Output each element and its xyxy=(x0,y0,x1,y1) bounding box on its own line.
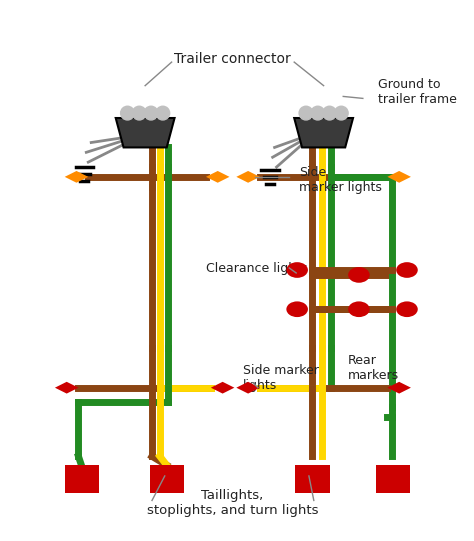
Circle shape xyxy=(299,106,313,120)
FancyBboxPatch shape xyxy=(375,465,410,493)
Ellipse shape xyxy=(348,301,370,317)
Text: Trailer connector: Trailer connector xyxy=(174,52,291,66)
Ellipse shape xyxy=(396,301,418,317)
Ellipse shape xyxy=(348,267,370,283)
FancyBboxPatch shape xyxy=(295,465,329,493)
Polygon shape xyxy=(55,382,79,393)
Polygon shape xyxy=(211,382,234,393)
Polygon shape xyxy=(116,118,174,148)
Polygon shape xyxy=(387,171,411,183)
Ellipse shape xyxy=(396,262,418,278)
Polygon shape xyxy=(206,171,229,183)
Polygon shape xyxy=(237,382,260,393)
FancyBboxPatch shape xyxy=(150,465,184,493)
Circle shape xyxy=(156,106,170,120)
Text: Taillights,
stoplights, and turn lights: Taillights, stoplights, and turn lights xyxy=(146,490,318,517)
Polygon shape xyxy=(387,382,411,393)
Text: Ground to
trailer frame: Ground to trailer frame xyxy=(378,77,456,105)
Text: Rear
markers: Rear markers xyxy=(348,354,399,382)
Circle shape xyxy=(323,106,337,120)
Circle shape xyxy=(335,106,348,120)
Text: Clearance lights: Clearance lights xyxy=(206,261,308,274)
FancyBboxPatch shape xyxy=(65,465,99,493)
Text: Side marker
lights: Side marker lights xyxy=(243,364,319,392)
Polygon shape xyxy=(294,118,353,148)
Circle shape xyxy=(120,106,134,120)
Circle shape xyxy=(144,106,158,120)
Text: Side
marker lights: Side marker lights xyxy=(299,166,382,194)
Circle shape xyxy=(311,106,325,120)
Polygon shape xyxy=(237,171,260,183)
Polygon shape xyxy=(65,171,88,183)
Circle shape xyxy=(132,106,146,120)
Ellipse shape xyxy=(286,301,308,317)
Ellipse shape xyxy=(286,262,308,278)
